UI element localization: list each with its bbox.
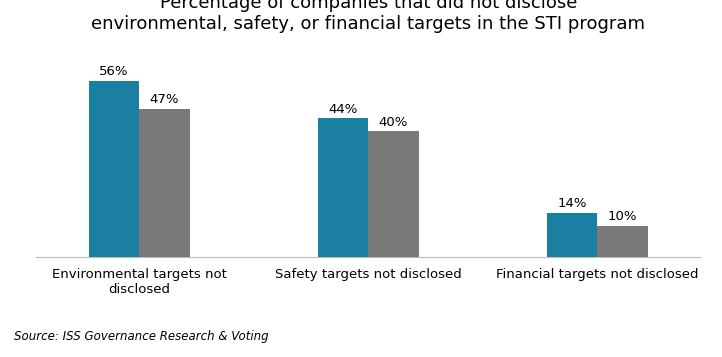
Bar	[318, 119, 368, 257]
Bar	[139, 109, 190, 257]
Bar	[89, 81, 139, 257]
Text: 44%: 44%	[329, 103, 357, 116]
Text: 47%: 47%	[149, 94, 179, 106]
Text: 40%: 40%	[379, 116, 408, 129]
Bar	[368, 131, 419, 257]
Bar	[597, 226, 648, 257]
Text: 56%: 56%	[99, 65, 129, 78]
Text: 10%: 10%	[608, 210, 638, 223]
Text: 14%: 14%	[557, 197, 587, 210]
Bar	[547, 213, 597, 257]
Title: Percentage of companies that did not disclose
environmental, safety, or financia: Percentage of companies that did not dis…	[91, 0, 645, 33]
Text: Source: ISS Governance Research & Voting: Source: ISS Governance Research & Voting	[14, 330, 269, 343]
